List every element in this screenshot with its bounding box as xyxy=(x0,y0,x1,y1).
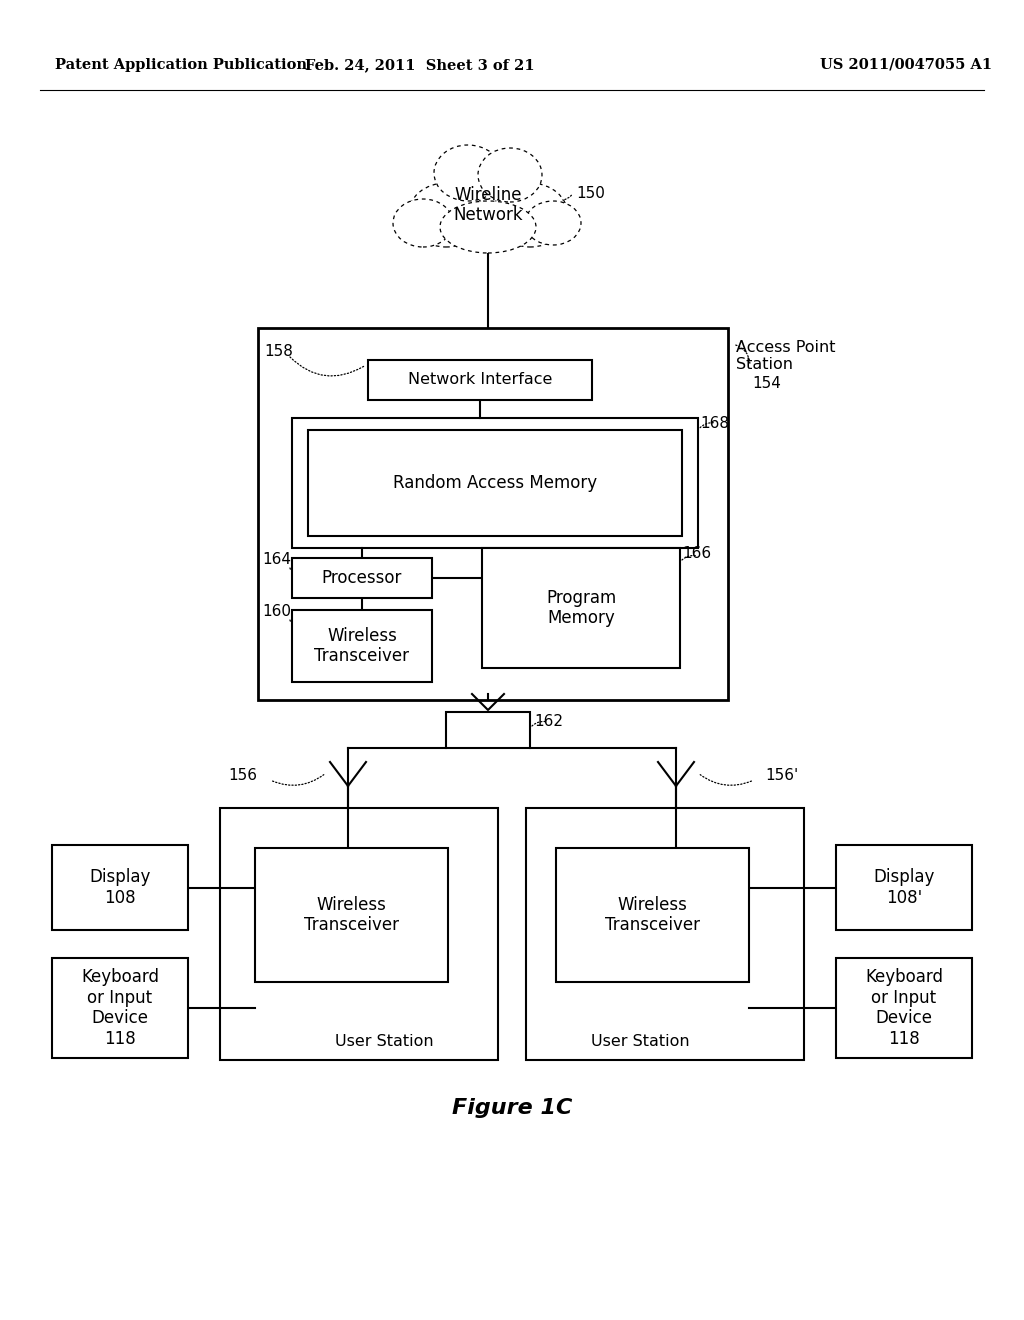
Text: Access Point
Station: Access Point Station xyxy=(736,339,836,372)
Bar xyxy=(52,958,188,1059)
Text: Feb. 24, 2011  Sheet 3 of 21: Feb. 24, 2011 Sheet 3 of 21 xyxy=(305,58,535,73)
Ellipse shape xyxy=(492,183,568,247)
Bar xyxy=(368,360,592,400)
Ellipse shape xyxy=(525,201,581,246)
Text: Random Access Memory: Random Access Memory xyxy=(393,474,597,492)
Text: Program
Memory: Program Memory xyxy=(546,589,616,627)
Ellipse shape xyxy=(393,199,453,247)
Bar xyxy=(52,845,188,931)
Text: 170': 170' xyxy=(624,961,657,975)
Ellipse shape xyxy=(434,145,502,201)
Ellipse shape xyxy=(440,201,536,253)
Text: Keyboard
or Input
Device
118: Keyboard or Input Device 118 xyxy=(865,968,943,1048)
Text: Wireless
Transceiver: Wireless Transceiver xyxy=(605,895,700,935)
Text: 164: 164 xyxy=(262,553,291,568)
Bar xyxy=(220,808,498,1060)
Bar xyxy=(482,548,680,668)
Text: Display
108: Display 108 xyxy=(89,869,151,907)
Bar xyxy=(836,845,972,931)
Bar xyxy=(556,847,749,982)
Text: Wireline
Network: Wireline Network xyxy=(454,186,523,224)
Ellipse shape xyxy=(436,154,540,239)
Text: 162: 162 xyxy=(534,714,563,730)
Text: 160: 160 xyxy=(262,605,291,619)
Bar xyxy=(292,418,698,548)
Bar xyxy=(836,958,972,1059)
Bar xyxy=(292,558,432,598)
Text: Keyboard
or Input
Device
118: Keyboard or Input Device 118 xyxy=(81,968,159,1048)
Text: Figure 1C: Figure 1C xyxy=(452,1098,572,1118)
Text: Wireless
Transceiver: Wireless Transceiver xyxy=(314,627,410,665)
Text: 156': 156' xyxy=(766,768,799,784)
Text: User Station: User Station xyxy=(591,1035,689,1049)
Text: Network Interface: Network Interface xyxy=(408,372,552,388)
Ellipse shape xyxy=(408,183,484,247)
Bar xyxy=(258,327,728,700)
Text: 154: 154 xyxy=(752,375,781,391)
Text: Processor: Processor xyxy=(322,569,402,587)
Bar xyxy=(446,711,530,748)
Text: 168: 168 xyxy=(700,416,729,430)
Text: Display
108': Display 108' xyxy=(873,869,935,907)
Text: 166: 166 xyxy=(682,545,711,561)
Bar xyxy=(255,847,449,982)
Text: User Station: User Station xyxy=(335,1035,433,1049)
Text: Patent Application Publication: Patent Application Publication xyxy=(55,58,307,73)
Bar xyxy=(308,430,682,536)
Text: 158: 158 xyxy=(264,345,293,359)
Text: 150: 150 xyxy=(575,186,605,201)
Text: 156: 156 xyxy=(228,768,257,784)
Bar xyxy=(292,610,432,682)
Text: Wireless
Transceiver: Wireless Transceiver xyxy=(304,895,399,935)
Text: 170: 170 xyxy=(355,961,384,975)
Bar xyxy=(526,808,804,1060)
Text: US 2011/0047055 A1: US 2011/0047055 A1 xyxy=(820,58,992,73)
Ellipse shape xyxy=(478,148,542,202)
